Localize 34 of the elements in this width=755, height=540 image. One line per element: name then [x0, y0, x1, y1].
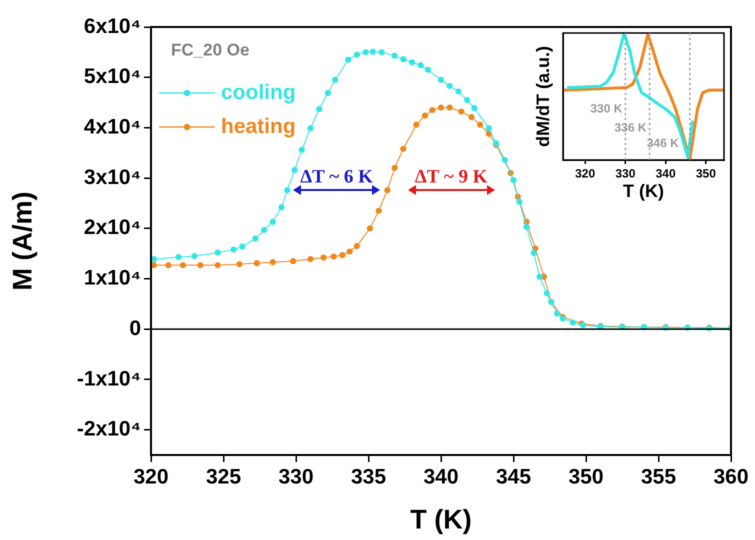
legend-label: heating: [221, 114, 296, 138]
x-tick-label: 345: [496, 465, 532, 488]
x-tick-label: 340: [423, 465, 459, 488]
legend-label: cooling: [221, 80, 296, 104]
x-tick-label: 355: [640, 465, 676, 488]
x-tick-label: 330: [615, 166, 636, 181]
x-tick-label: 350: [696, 166, 716, 181]
ref-line-label: 336 K: [614, 120, 647, 135]
x-tick-label: 335: [350, 465, 386, 488]
y-tick-label: 1x10⁴: [84, 266, 141, 290]
x-tick-label: 360: [713, 465, 749, 488]
x-axis-title: T (K): [623, 181, 664, 202]
y-tick-label: 6x10⁴: [84, 14, 141, 38]
y-tick-label: 5x10⁴: [84, 65, 141, 88]
ref-line-label: 330 K: [590, 102, 623, 116]
y-tick-label: -2x10⁴: [76, 418, 141, 441]
x-tick-label: 350: [568, 465, 604, 488]
y-tick-label: 2x10⁴: [84, 216, 141, 240]
y-axis-title: M (A/m): [8, 192, 38, 290]
annotation: ΔT ~ 9 K: [414, 166, 488, 188]
x-tick-label: 320: [133, 465, 169, 488]
annotation: FC_20 Oe: [171, 40, 250, 60]
x-tick-label: 325: [206, 465, 242, 488]
x-tick-label: 340: [656, 166, 676, 181]
y-tick-label: 4x10⁴: [84, 116, 141, 139]
x-tick-label: 330: [278, 465, 314, 488]
x-tick-label: 320: [575, 166, 596, 181]
y-axis-title: dM/dT (a.u.): [532, 46, 553, 147]
annotation: ΔT ~ 6 K: [300, 166, 374, 188]
ref-line-label: 346 K: [646, 136, 680, 150]
y-tick-label: -1x10⁴: [76, 367, 141, 390]
y-tick-label: 0: [129, 316, 141, 340]
x-axis-title: T (K): [410, 504, 472, 534]
y-tick-label: 3x10⁴: [84, 166, 141, 189]
